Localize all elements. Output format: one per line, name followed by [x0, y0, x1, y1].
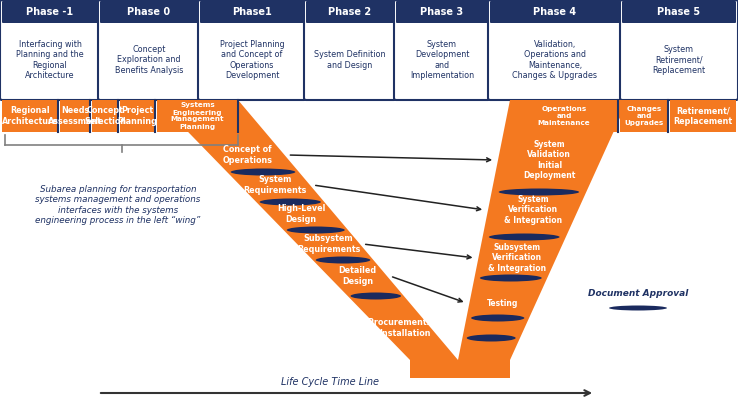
Bar [2, 100, 58, 132]
FancyBboxPatch shape [396, 1, 488, 23]
FancyBboxPatch shape [490, 1, 620, 23]
Text: Life Cycle Time Line: Life Cycle Time Line [281, 377, 379, 387]
Text: System
Validation
Initial
Deployment: System Validation Initial Deployment [523, 140, 576, 180]
Text: Regional
Architecture: Regional Architecture [1, 106, 58, 126]
Text: High-Level
Design: High-Level Design [277, 204, 325, 224]
Text: Subarea planning for transportation
systems management and operations
interfaces: Subarea planning for transportation syst… [35, 185, 201, 225]
Text: Interfacing with
Planning and the
Regional
Architecture: Interfacing with Planning and the Region… [16, 40, 84, 80]
Text: Phase 0: Phase 0 [128, 7, 170, 17]
Polygon shape [410, 360, 510, 378]
Bar [157, 100, 238, 132]
Text: Operations
and
Maintenance: Operations and Maintenance [538, 106, 590, 126]
Text: Phase 2: Phase 2 [328, 7, 371, 17]
Bar [92, 100, 118, 132]
Text: System Definition
and Design: System Definition and Design [314, 50, 386, 70]
Ellipse shape [231, 168, 295, 176]
Text: Detailed
Design: Detailed Design [339, 266, 376, 286]
Text: System
Retirement/
Replacement: System Retirement/ Replacement [652, 45, 706, 75]
FancyBboxPatch shape [306, 1, 394, 23]
Text: System
Verification
& Integration: System Verification & Integration [504, 195, 562, 225]
Text: Testing: Testing [487, 298, 518, 308]
FancyBboxPatch shape [100, 1, 198, 23]
FancyBboxPatch shape [0, 0, 100, 100]
Ellipse shape [480, 274, 542, 282]
Text: Concept of
Operations: Concept of Operations [223, 145, 272, 165]
Text: System
Development
and
Implementation: System Development and Implementation [410, 40, 474, 80]
Text: Phase -1: Phase -1 [27, 7, 74, 17]
Ellipse shape [351, 292, 401, 300]
Text: Retirement/
Replacement: Retirement/ Replacement [674, 106, 733, 126]
Text: Phase1: Phase1 [232, 7, 272, 17]
FancyBboxPatch shape [98, 0, 200, 100]
Ellipse shape [609, 305, 667, 310]
Text: Changes
and
Upgrades: Changes and Upgrades [624, 106, 663, 126]
Text: Systems
Engineering
Management
Planning: Systems Engineering Management Planning [170, 103, 224, 129]
Bar [60, 100, 90, 132]
FancyBboxPatch shape [620, 0, 738, 100]
Text: Concept
Selection: Concept Selection [84, 106, 126, 126]
Text: System
Requirements: System Requirements [243, 175, 306, 195]
FancyBboxPatch shape [304, 0, 396, 100]
Ellipse shape [471, 315, 525, 321]
Ellipse shape [287, 227, 345, 233]
Polygon shape [458, 100, 628, 360]
Text: Project
Planning: Project Planning [117, 106, 157, 126]
Bar [510, 100, 618, 132]
Text: Phase 3: Phase 3 [421, 7, 463, 17]
Text: Subsystem
Verification
& Integration: Subsystem Verification & Integration [489, 243, 546, 273]
Ellipse shape [316, 256, 370, 264]
Text: Document Approval: Document Approval [587, 289, 689, 297]
Text: Subsystem
Requirements: Subsystem Requirements [297, 234, 360, 253]
FancyBboxPatch shape [200, 1, 304, 23]
Text: Phase 5: Phase 5 [658, 7, 700, 17]
Ellipse shape [466, 334, 516, 341]
Ellipse shape [260, 199, 321, 205]
FancyBboxPatch shape [2, 1, 98, 23]
Text: Validation,
Operations and
Maintenance,
Changes & Upgrades: Validation, Operations and Maintenance, … [512, 40, 598, 80]
Polygon shape [157, 100, 458, 360]
FancyBboxPatch shape [198, 0, 306, 100]
Text: Needs
Assessment: Needs Assessment [48, 106, 102, 126]
Text: Project Planning
and Concept of
Operations
Development: Project Planning and Concept of Operatio… [220, 40, 284, 80]
Bar [670, 100, 736, 132]
Ellipse shape [499, 189, 579, 196]
Text: Procurements &
Installation: Procurements & Installation [368, 318, 441, 338]
FancyBboxPatch shape [394, 0, 490, 100]
Ellipse shape [489, 233, 559, 241]
FancyBboxPatch shape [622, 1, 736, 23]
Bar [620, 100, 668, 132]
Text: Phase 4: Phase 4 [534, 7, 576, 17]
Text: Concept
Exploration and
Benefits Analysis: Concept Exploration and Benefits Analysi… [115, 45, 183, 75]
Bar [120, 100, 155, 132]
FancyBboxPatch shape [488, 0, 622, 100]
